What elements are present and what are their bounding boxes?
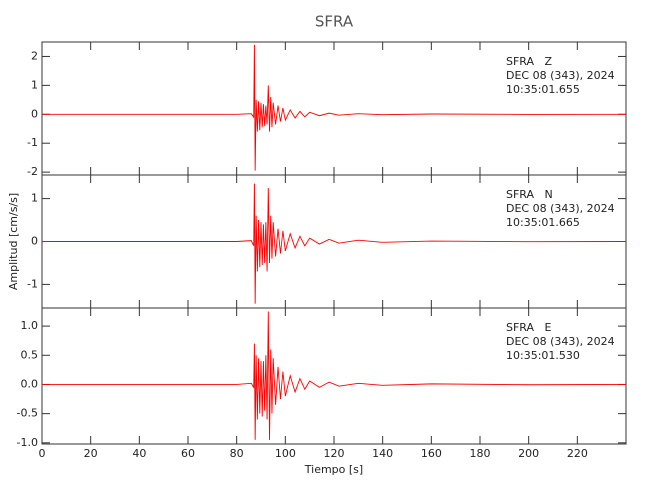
y-tick-label: -1 xyxy=(27,277,38,290)
waveform xyxy=(42,311,627,440)
y-tick-label: 0.5 xyxy=(21,348,39,361)
y-tick-label: 1 xyxy=(31,192,38,205)
y-tick-label: 0 xyxy=(31,107,38,120)
annotation: DEC 08 (343), 2024 xyxy=(506,69,615,82)
y-axis-label: Amplitud [cm/s/s] xyxy=(7,193,20,290)
annotation: 10:35:01.530 xyxy=(506,349,580,362)
annotation: DEC 08 (343), 2024 xyxy=(506,202,615,215)
chart-title: SFRA xyxy=(315,13,354,31)
annotation: SFRA Z xyxy=(506,55,553,68)
x-tick-label: 140 xyxy=(372,447,393,460)
waveform xyxy=(42,44,627,171)
x-tick-label: 60 xyxy=(181,447,195,460)
annotation: 10:35:01.665 xyxy=(506,216,580,229)
annotation: SFRA N xyxy=(506,188,553,201)
x-tick-label: 200 xyxy=(518,447,539,460)
x-tick-label: 0 xyxy=(39,447,46,460)
annotation: DEC 08 (343), 2024 xyxy=(506,335,615,348)
waveform xyxy=(42,183,627,304)
x-axis-label: Tiempo [s] xyxy=(304,463,363,476)
x-tick-label: 80 xyxy=(230,447,244,460)
y-tick-label: -0.5 xyxy=(17,407,38,420)
x-tick-label: 220 xyxy=(567,447,588,460)
annotation: 10:35:01.655 xyxy=(506,83,580,96)
y-tick-label: -2 xyxy=(27,165,38,178)
y-tick-label: 0.0 xyxy=(21,377,39,390)
y-tick-label: 2 xyxy=(31,49,38,62)
y-tick-label: -1.0 xyxy=(17,436,38,449)
annotation: SFRA E xyxy=(506,321,552,334)
x-tick-label: 180 xyxy=(470,447,491,460)
y-tick-label: 0 xyxy=(31,235,38,248)
x-tick-label: 160 xyxy=(421,447,442,460)
y-tick-label: 1 xyxy=(31,78,38,91)
x-tick-label: 120 xyxy=(324,447,345,460)
x-tick-label: 100 xyxy=(275,447,296,460)
y-tick-label: -1 xyxy=(27,136,38,149)
x-tick-label: 20 xyxy=(84,447,98,460)
y-tick-label: 1.0 xyxy=(21,319,39,332)
x-tick-label: 40 xyxy=(132,447,146,460)
